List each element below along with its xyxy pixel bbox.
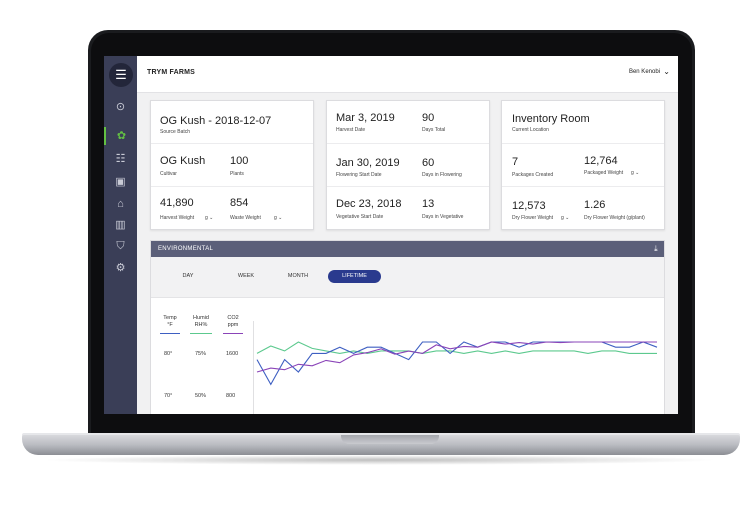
room-label: Current Location xyxy=(512,127,549,133)
packages-created-value: 7 xyxy=(512,156,519,168)
environmental-title: ENVIRONMENTAL xyxy=(158,246,214,252)
flowering-start-label: Flowering Start Date xyxy=(336,172,382,178)
days-vegetative-label: Days in Vegetative xyxy=(422,214,464,220)
plants-value: 100 xyxy=(230,155,249,167)
tab-lifetime[interactable]: LIFETIME xyxy=(328,270,381,283)
inventory-card: Inventory Room Current Location 7 Packag… xyxy=(501,100,665,230)
waste-weight-value: 854 xyxy=(230,197,249,209)
checklist-icon[interactable]: ☷ xyxy=(115,153,126,165)
packages-created-label: Packages Created xyxy=(512,172,554,178)
target-icon[interactable]: ⊙ xyxy=(115,101,126,113)
gear-icon[interactable]: ⚙ xyxy=(115,262,126,274)
days-flowering-label: Days in Flowering xyxy=(422,172,462,178)
harvest-weight-label: Harvest Weight xyxy=(160,215,195,221)
chart-axis-divider xyxy=(253,321,254,414)
dry-flower-weight-label: Dry Flower Weight xyxy=(512,215,554,221)
tab-month[interactable]: MONTH xyxy=(287,273,309,279)
source-batch-label: Source Batch xyxy=(160,129,191,135)
harvest-weight-value: 41,890 xyxy=(160,197,194,209)
harvest-date-label: Harvest Date xyxy=(336,127,366,133)
top-bar: TRYM FARMS Ben Kenobi ⌄ xyxy=(137,56,678,93)
warehouse-icon[interactable]: ⌂ xyxy=(117,198,124,210)
packages-row: 7 Packages Created 12,764 Packaged Weigh… xyxy=(502,144,664,187)
laptop-notch xyxy=(341,435,439,444)
humid-legend-header: Humid RH% xyxy=(193,315,209,328)
harvest-weight-unit-select[interactable]: g ⌄ xyxy=(205,215,214,221)
box-icon[interactable]: ▣ xyxy=(115,176,126,188)
tab-day[interactable]: DAY xyxy=(182,273,194,279)
vegetative-start-value: Dec 23, 2018 xyxy=(336,198,402,210)
app-screen: ☰ ⊙ ✿ ☷ ▣ ⌂ ▥ ⛉ ⚙ TRYM FARMS Ben Kenobi … xyxy=(104,56,678,414)
packaged-weight-unit-select[interactable]: g ⌄ xyxy=(631,170,640,176)
laptop-base xyxy=(22,435,740,455)
temp-low-tick: 70° xyxy=(164,393,173,399)
flowering-start-value: Jan 30, 2019 xyxy=(336,157,400,169)
dry-flower-weight-unit-select[interactable]: g ⌄ xyxy=(561,215,570,221)
download-icon[interactable]: ⤓ xyxy=(654,244,658,253)
user-name[interactable]: Ben Kenobi xyxy=(628,69,660,75)
cultivar-value: OG Kush xyxy=(160,155,206,167)
plants-label: Plants xyxy=(230,171,244,177)
batch-row: OG Kush - 2018-12-07 Source Batch xyxy=(151,101,313,144)
co2-high-tick: 1600 xyxy=(226,351,239,357)
flowering-row: Jan 30, 2019 Flowering Start Date 60 Day… xyxy=(327,144,489,187)
humid-high-tick: 75% xyxy=(195,351,207,357)
dry-flower-per-plant-value: 1.26 xyxy=(584,199,606,211)
time-range-tabs: DAY WEEK MONTH LIFETIME xyxy=(151,257,664,298)
sidebar: ☰ ⊙ ✿ ☷ ▣ ⌂ ▥ ⛉ ⚙ xyxy=(104,56,137,414)
dry-flower-weight-value: 12,573 xyxy=(512,200,546,212)
menu-icon[interactable]: ☰ xyxy=(109,63,133,87)
co2-legend-swatch xyxy=(223,333,243,334)
waste-weight-unit-select[interactable]: g ⌄ xyxy=(274,215,283,221)
environment-line-chart xyxy=(256,341,658,386)
user-menu-chevron-icon[interactable]: ⌄ xyxy=(663,67,670,76)
temp-high-tick: 80° xyxy=(164,351,173,357)
room-value: Inventory Room xyxy=(512,113,590,125)
dates-card: Mar 3, 2019 Harvest Date 90 Days Total J… xyxy=(326,100,490,230)
packaged-weight-label: Packaged Weight xyxy=(584,170,624,176)
co2-series-line xyxy=(256,341,657,373)
harvest-row: Mar 3, 2019 Harvest Date 90 Days Total xyxy=(327,101,489,144)
temp-legend-swatch xyxy=(160,333,180,334)
source-batch-value: OG Kush - 2018-12-07 xyxy=(160,115,272,127)
batch-card: OG Kush - 2018-12-07 Source Batch OG Kus… xyxy=(150,100,314,230)
tab-week[interactable]: WEEK xyxy=(237,273,255,279)
location-row: Inventory Room Current Location xyxy=(502,101,664,144)
bar-chart-icon[interactable]: ▥ xyxy=(115,219,126,231)
days-total-label: Days Total xyxy=(422,127,446,133)
co2-legend-header: CO2 ppm xyxy=(227,315,239,328)
harvest-date-value: Mar 3, 2019 xyxy=(336,112,395,124)
cultivar-label: Cultivar xyxy=(160,171,177,177)
weights-row: 41,890 Harvest Weight g ⌄ 854 Waste Weig… xyxy=(151,187,313,229)
days-total-value: 90 xyxy=(422,112,435,124)
cultivar-row: OG Kush Cultivar 100 Plants xyxy=(151,144,313,187)
dry-flower-row: 12,573 Dry Flower Weight g ⌄ 1.26 Dry Fl… xyxy=(502,187,664,229)
dry-flower-per-plant-label: Dry Flower Weight (g/plant) xyxy=(584,215,645,221)
temp-series-line xyxy=(256,341,658,386)
vegetative-row: Dec 23, 2018 Vegetative Start Date 13 Da… xyxy=(327,187,489,229)
vegetative-start-label: Vegetative Start Date xyxy=(336,214,384,220)
laptop-shadow xyxy=(40,455,720,465)
waste-weight-label: Waste Weight xyxy=(230,215,261,221)
brand-name: TRYM FARMS xyxy=(147,69,196,76)
environmental-header: ENVIRONMENTAL ⤓ xyxy=(151,241,664,257)
environmental-panel: ENVIRONMENTAL ⤓ DAY WEEK MONTH LIFETIME … xyxy=(150,240,665,414)
temp-legend-header: Temp °F xyxy=(163,315,177,328)
packaged-weight-value: 12,764 xyxy=(584,155,618,167)
leaf-icon[interactable]: ✿ xyxy=(104,127,137,145)
humid-low-tick: 50% xyxy=(195,393,207,399)
days-vegetative-value: 13 xyxy=(422,198,435,210)
days-flowering-value: 60 xyxy=(422,157,435,169)
humidity-series-line xyxy=(256,341,657,354)
humid-legend-swatch xyxy=(190,333,212,334)
co2-low-tick: 800 xyxy=(226,393,236,399)
shield-check-icon[interactable]: ⛉ xyxy=(116,240,125,252)
